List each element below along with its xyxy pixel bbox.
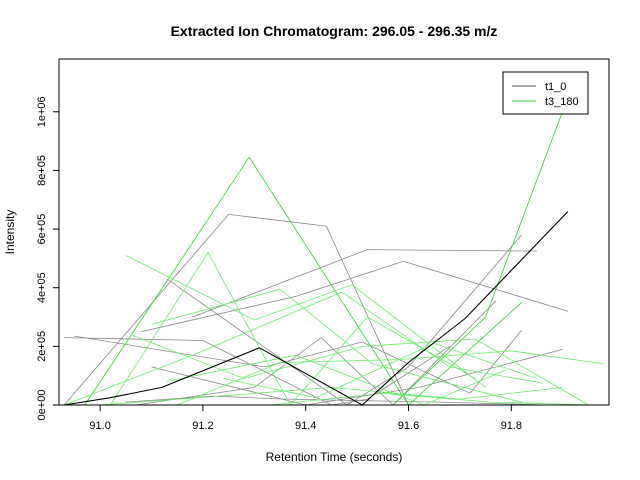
x-axis-label: Retention Time (seconds)	[266, 450, 403, 464]
series-line-t1_0-7	[74, 329, 522, 394]
x-tick-label: 91.8	[501, 420, 522, 432]
y-axis-label: Intensity	[3, 210, 17, 255]
series-line-t1_0-9	[125, 395, 548, 406]
y-tick-label: 0e+00	[36, 390, 48, 421]
series-line-t1_0-6	[136, 300, 497, 406]
x-tick-label: 91.2	[192, 420, 213, 432]
series-line-t1_0-4	[166, 234, 522, 406]
x-axis: 91.0 91.2 91.4 91.6 91.8	[89, 405, 522, 432]
series-line-t3_180-14	[151, 288, 532, 406]
series-line-t3_180-18	[166, 354, 507, 406]
series-line-t1_0-8	[151, 348, 563, 406]
x-tick-label: 91.6	[398, 420, 419, 432]
legend-box	[502, 71, 589, 115]
series-line-t3_180-12	[125, 255, 486, 388]
y-tick-label: 2e+05	[36, 331, 48, 362]
series-line-t3_180-17	[130, 334, 589, 406]
y-axis: 0e+00 2e+05 4e+05 6e+05 8e+05 1e+06	[36, 96, 59, 420]
y-tick-label: 8e+05	[36, 155, 48, 186]
y-tick-label: 4e+05	[36, 272, 48, 303]
series-line-t1_0-0	[64, 211, 569, 406]
series-line-t3_180-11	[392, 96, 569, 406]
legend: t1_0 t3_180	[502, 71, 589, 115]
series-line-t1_0-3	[141, 260, 569, 333]
x-tick-label: 91.0	[89, 420, 110, 432]
y-tick-label: 6e+05	[36, 214, 48, 245]
series-line-t1_0-1	[63, 213, 466, 406]
series-line-t1_0-2	[192, 249, 538, 318]
series-line-t3_180-15	[63, 291, 543, 406]
legend-label-t3-180: t3_180	[545, 96, 579, 108]
chart-title: Extracted Ion Chromatogram: 296.05 - 296…	[171, 23, 498, 39]
y-tick-label: 1e+06	[36, 96, 48, 127]
legend-label-t1-0: t1_0	[545, 81, 566, 93]
series-layer	[63, 96, 604, 406]
series-line-t3_180-21	[269, 392, 594, 406]
plot-frame	[58, 58, 610, 406]
x-tick-label: 91.4	[295, 420, 316, 432]
series-line-t3_180-20	[223, 342, 538, 399]
